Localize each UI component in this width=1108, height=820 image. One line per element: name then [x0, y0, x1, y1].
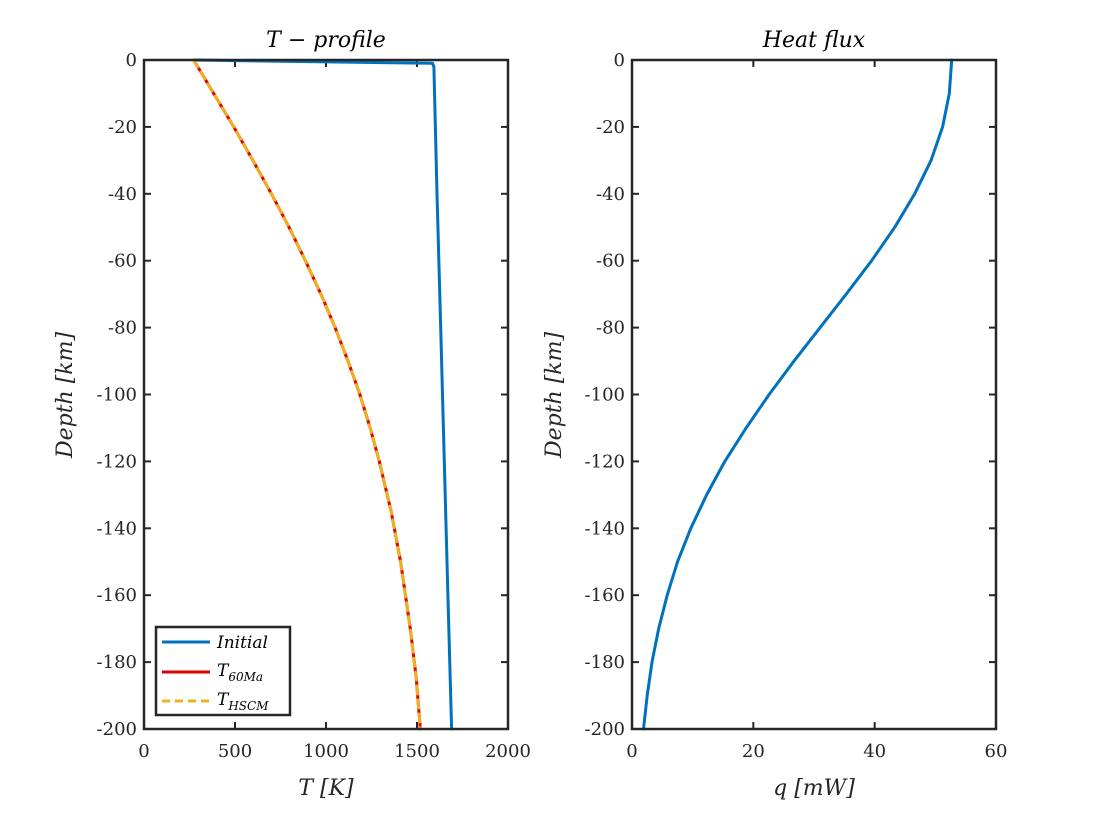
- x-tick-label: 60: [985, 741, 1008, 762]
- y-tick-label: -180: [97, 652, 137, 673]
- series-lines: [192, 58, 454, 731]
- y-tick-label: -80: [108, 318, 137, 339]
- y-tick-label: -100: [97, 385, 137, 406]
- x-tick-label: 0: [138, 741, 149, 762]
- x-tick-label: 500: [218, 741, 252, 762]
- plot-frame: [142, 58, 510, 731]
- series-line-thscm: [192, 58, 422, 731]
- y-axis-label: Depth [km]: [542, 332, 567, 460]
- axis-ticks: 0 20 40 60 0 -20 -40 -60 -80 -100 -120 -140 -160 -180…: [585, 50, 1008, 762]
- legend-label-t60ma: T60Ma: [217, 661, 263, 684]
- y-tick-label: -180: [585, 652, 625, 673]
- legend-label-t60ma-subscript: 60Ma: [228, 670, 263, 684]
- x-axis-label: T [K]: [298, 776, 354, 801]
- x-axis-label: q [mW]: [773, 776, 855, 801]
- x-tick-label: 1000: [303, 741, 349, 762]
- legend: Initial T60Ma THSCM: [154, 625, 292, 717]
- y-tick-label: -100: [585, 385, 625, 406]
- legend-label-initial: Initial: [216, 633, 268, 653]
- y-axis-label: Depth [km]: [53, 332, 78, 460]
- series-line-initial: [192, 58, 454, 731]
- x-tick-label: 0: [626, 741, 637, 762]
- y-tick-label: 0: [126, 50, 137, 71]
- y-tick-label: -160: [97, 585, 137, 606]
- y-tick-label: -60: [596, 251, 625, 272]
- legend-label-thscm-subscript: HSCM: [227, 699, 269, 713]
- axis-ticks: 0 500 1000 1500 2000 0 -20 -40 -60 -80 -100 -120 -14…: [97, 50, 531, 762]
- legend-label-thscm: THSCM: [217, 690, 269, 713]
- y-tick-label: -160: [585, 585, 625, 606]
- legend-label-t60ma-base: T: [217, 661, 230, 681]
- y-tick-label: -40: [108, 184, 137, 205]
- x-tick-label: 40: [863, 741, 886, 762]
- y-tick-label: 0: [614, 50, 625, 71]
- y-tick-label: -200: [585, 719, 625, 740]
- y-tick-label: -20: [596, 117, 625, 138]
- legend-label-thscm-base: T: [217, 690, 230, 710]
- series-lines: [642, 58, 954, 731]
- y-tick-label: -40: [596, 184, 625, 205]
- panel-temperature-profile: T − profile T [K] Depth [km] 0 500 1000 150…: [53, 28, 531, 801]
- y-tick-label: -200: [97, 719, 137, 740]
- y-tick-label: -20: [108, 117, 137, 138]
- series-line-heat-flux: [642, 58, 954, 731]
- y-tick-label: -140: [585, 518, 625, 539]
- x-tick-label: 2000: [485, 741, 531, 762]
- x-tick-label: 1500: [394, 741, 440, 762]
- y-tick-label: -80: [596, 318, 625, 339]
- x-tick-label: 20: [742, 741, 765, 762]
- plot-frame: [630, 58, 998, 731]
- y-tick-label: -120: [585, 451, 625, 472]
- chart-title: Heat flux: [762, 28, 866, 53]
- panel-heat-flux: Heat flux q [mW] Depth [km] 0 20 40 60 0 -20 -…: [542, 28, 1007, 801]
- chart-title: T − profile: [266, 28, 386, 53]
- y-tick-label: -120: [97, 451, 137, 472]
- y-tick-label: -60: [108, 251, 137, 272]
- y-tick-label: -140: [97, 518, 137, 539]
